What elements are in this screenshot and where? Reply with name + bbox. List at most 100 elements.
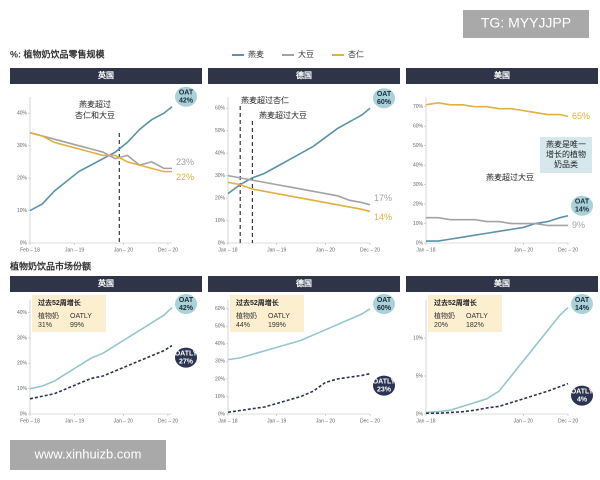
bubble-value: 14% [575,207,590,214]
growth-label: 植物奶 [236,311,257,320]
legend-label: 杏仁 [348,49,364,59]
panel-header [10,276,202,292]
bubble-value: 27% [179,358,194,365]
y-tick-label: 40% [215,150,226,156]
bubble-name: OAT [179,297,194,304]
panel-title: 美国 [494,70,510,80]
bubble-name: OAT [575,297,590,304]
panel-header [406,276,598,292]
panel-header [10,68,202,84]
bubble-name: OAT [179,90,194,97]
growth-title: 过去52周增长 [236,298,280,307]
callout-text: 增长的植物 [546,149,586,159]
section-title: 植物奶饮品市场份额 [9,260,91,271]
label-bubble [373,88,395,109]
x-tick-label: Jan – 20 [114,418,133,424]
y-tick-label: 0% [416,411,424,417]
panel-header [208,276,400,292]
y-tick-label: 30% [17,143,28,149]
series-line [227,107,371,195]
bubble-value: 42% [179,98,194,105]
series-line [29,344,173,400]
end-label: 14% [374,212,392,222]
series-line [227,174,371,206]
y-tick-label: 40% [17,310,28,316]
bubble-name: OATLY [175,350,198,357]
x-tick-label: Feb – 18 [20,247,40,253]
label-bubble [373,375,395,396]
y-tick-label: 30% [17,335,28,341]
y-tick-label: 20% [17,361,28,367]
x-tick-label: Jan – 20 [316,247,335,253]
x-tick-label: Dec – 20 [158,247,178,253]
y-tick-label: 50% [215,128,226,134]
end-label: 65% [572,111,590,121]
series-line [29,131,172,173]
label-bubble [175,294,197,314]
bubble-value: 4% [577,396,588,403]
series-line [227,372,371,414]
y-tick-label: 10% [17,208,28,214]
label-bubble [571,195,593,216]
annotation: 燕麦超过大豆 [259,110,307,120]
growth-label: OATLY [70,313,92,320]
series-line [227,308,371,361]
y-tick-label: 10% [215,218,226,224]
series-line [29,131,172,170]
watermark: TG: MYYJJPP [481,15,571,31]
panel-title: 英国 [97,278,114,288]
end-label: 22% [176,172,194,182]
panel-title: 美国 [494,278,510,288]
x-tick-label: Jan – 19 [65,418,84,424]
bubble-value: 23% [377,387,392,394]
label-bubble [373,294,395,314]
x-tick-label: Jan – 19 [267,418,286,424]
y-tick-label: 10% [17,386,28,392]
panel-title: 英国 [97,70,114,80]
y-tick-label: 70% [413,104,424,110]
callout-box [540,137,592,173]
y-tick-label: 5% [416,373,424,379]
x-tick-label: Dec – 20 [360,247,380,253]
y-tick-label: 50% [215,324,226,330]
watermark: www.xinhuizb.com [34,446,142,461]
growth-label: 植物奶 [434,311,455,320]
watermark-box [463,10,589,38]
y-tick-label: 30% [215,359,226,365]
growth-value: 31% [38,322,52,329]
x-tick-label: Dec – 20 [558,247,578,253]
end-label: 9% [572,220,585,230]
annotation: 燕麦超过大豆 [486,172,534,182]
callout-text: 燕麦是唯一 [546,139,586,149]
x-tick-label: Dec – 20 [158,418,178,424]
series-line [426,382,569,415]
growth-title: 过去52周增长 [38,298,82,307]
label-bubble [175,347,197,368]
y-tick-label: 40% [413,162,424,168]
watermark-box [10,440,166,470]
x-tick-label: Feb – 18 [20,418,40,424]
x-tick-label: Jan – 20 [316,418,335,424]
callout-text: 奶品类 [554,159,578,169]
y-tick-label: 40% [17,111,28,117]
legend-label: 大豆 [298,49,314,59]
y-tick-label: 40% [215,341,226,347]
y-tick-label: 60% [215,306,226,312]
y-tick-label: 0% [20,240,28,246]
growth-value: 44% [236,322,250,329]
y-tick-label: 0% [20,411,28,417]
legend-label: 燕麦 [248,49,264,59]
y-tick-label: 30% [413,182,424,188]
bubble-name: OATLY [373,379,396,386]
section-title: %: 植物奶饮品零售规模 [10,48,106,59]
y-tick-label: 60% [413,124,424,130]
growth-value: 182% [466,322,484,329]
bubble-value: 42% [179,305,194,312]
label-bubble [571,294,593,314]
series-line [425,102,569,118]
panel-title: 德国 [296,278,312,288]
growth-box [230,295,304,332]
bubble-name: OAT [377,297,392,304]
y-tick-label: 20% [215,376,226,382]
panel-header [406,68,598,84]
